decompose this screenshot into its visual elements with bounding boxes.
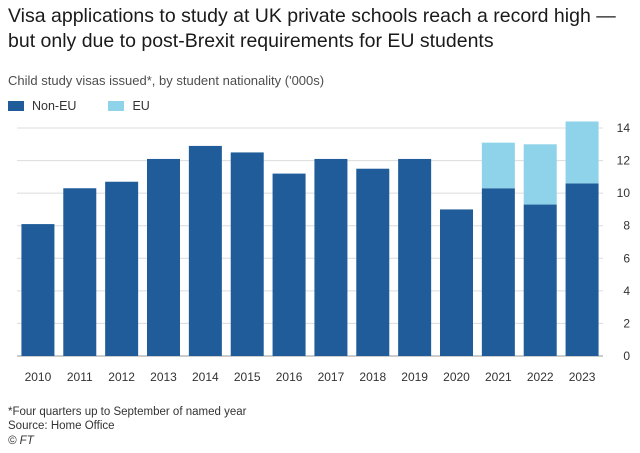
y-tick-label: 14 xyxy=(617,121,631,135)
bar-eu-2023 xyxy=(565,121,599,184)
bar-non-eu-2018 xyxy=(356,168,390,356)
x-tick-label: 2017 xyxy=(318,370,345,384)
bar-non-eu-2011 xyxy=(63,188,97,356)
y-tick-label: 6 xyxy=(623,251,630,265)
bar-eu-2022 xyxy=(523,144,557,205)
legend-item-non-eu: Non-EU xyxy=(8,99,76,113)
legend-swatch-eu xyxy=(108,101,125,111)
y-tick-label: 10 xyxy=(617,186,631,200)
bar-non-eu-2022 xyxy=(523,204,557,356)
bar-non-eu-2013 xyxy=(147,158,180,356)
x-tick-label: 2015 xyxy=(234,370,261,384)
bar-non-eu-2020 xyxy=(440,209,473,356)
x-tick-label: 2011 xyxy=(67,370,93,384)
legend-item-eu: EU xyxy=(108,99,150,113)
x-tick-label: 2013 xyxy=(150,370,177,384)
source-note: Source: Home Office xyxy=(8,420,115,432)
x-tick-label: 2020 xyxy=(443,370,470,384)
x-tick-label: 2023 xyxy=(569,370,596,384)
bar-non-eu-2016 xyxy=(272,173,306,356)
y-tick-label: 8 xyxy=(623,219,630,233)
chart-title: Visa applications to study at UK private… xyxy=(8,5,616,52)
chart-legend: Non-EU EU xyxy=(8,99,150,113)
footnote: *Four quarters up to September of named … xyxy=(8,406,247,418)
bar-non-eu-2019 xyxy=(398,158,432,356)
x-tick-label: 2012 xyxy=(108,370,135,384)
legend-label-non-eu: Non-EU xyxy=(32,99,77,113)
x-tick-label: 2014 xyxy=(192,370,219,384)
bar-non-eu-2014 xyxy=(188,145,222,356)
y-tick-label: 4 xyxy=(623,284,630,298)
x-tick-label: 2010 xyxy=(25,370,52,384)
y-tick-label: 2 xyxy=(623,316,630,330)
x-tick-label: 2022 xyxy=(527,370,554,384)
credit: © FT xyxy=(8,435,34,447)
legend-swatch-non-eu xyxy=(8,101,24,111)
bar-non-eu-2015 xyxy=(230,152,264,356)
x-tick-label: 2016 xyxy=(276,370,303,384)
y-tick-label: 0 xyxy=(623,349,630,363)
bar-non-eu-2023 xyxy=(565,183,599,356)
x-tick-label: 2021 xyxy=(485,370,512,384)
legend-label-eu: EU xyxy=(132,99,150,113)
bar-non-eu-2021 xyxy=(481,188,515,356)
bar-non-eu-2010 xyxy=(21,224,55,356)
x-tick-label: 2019 xyxy=(401,370,428,384)
bar-non-eu-2012 xyxy=(105,181,139,356)
bar-chart: 0 2 4 6 8 10 12 14 2010 2011 2012 2013 2014 2015 2016 2… xyxy=(17,121,631,384)
chart-subtitle: Child study visas issued*, by student na… xyxy=(8,73,325,88)
x-tick-label: 2018 xyxy=(359,370,386,384)
bar-eu-2021 xyxy=(481,142,515,189)
y-tick-label: 12 xyxy=(617,154,631,168)
bar-non-eu-2017 xyxy=(314,158,348,356)
